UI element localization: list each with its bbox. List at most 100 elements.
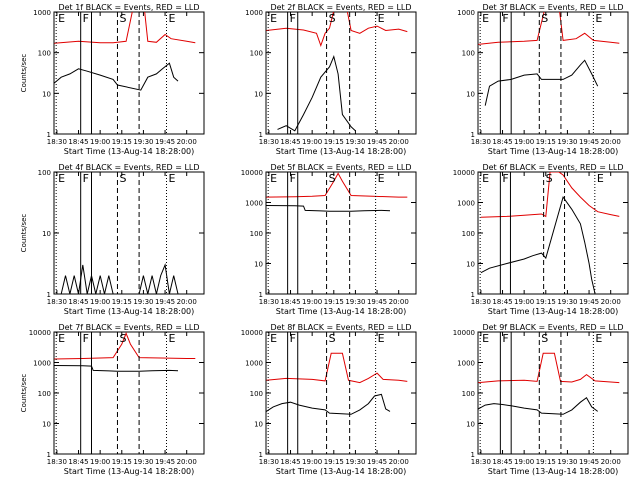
x-tick-label: 19:30 <box>345 458 365 466</box>
x-tick-label: 19:00 <box>90 138 110 146</box>
panel-title: Det 2f BLACK = Events, RED = LLD <box>270 3 411 12</box>
x-tick-label: 19:45 <box>579 138 599 146</box>
x-tick-label: 18:30 <box>259 138 279 146</box>
y-tick-label: 1000 <box>33 9 51 17</box>
panel-title: Det 1f BLACK = Events, RED = LLD <box>58 3 199 12</box>
x-tick-label: 19:15 <box>324 298 344 306</box>
y-tick-label: 100 <box>250 390 263 398</box>
time-marker-label: E <box>270 12 277 25</box>
y-tick-label: 10000 <box>453 169 475 177</box>
y-tick-label: 1000 <box>245 360 263 368</box>
series-group <box>266 12 408 132</box>
x-tick-label: 18:30 <box>471 458 491 466</box>
y-tick-label: 10000 <box>29 329 51 337</box>
series-group <box>54 332 196 372</box>
y-tick-label: 1 <box>47 131 51 139</box>
y-tick-label: 10 <box>42 421 51 429</box>
panel-title: Det 5f BLACK = Events, RED = LLD <box>270 163 411 172</box>
x-tick-label: 19:00 <box>302 138 322 146</box>
lld-series-line <box>480 172 620 218</box>
x-axis-label: Start Time (13-Aug-14 18:28:00) <box>276 467 407 476</box>
x-tick-label: 19:30 <box>133 298 153 306</box>
lld-series-line <box>54 332 196 360</box>
x-tick-label: 19:00 <box>514 458 534 466</box>
x-tick-label: 18:45 <box>68 138 88 146</box>
events-series-line <box>266 205 391 212</box>
x-axis-label: Start Time (13-Aug-14 18:28:00) <box>64 467 195 476</box>
time-marker-label: S <box>119 12 126 25</box>
series-group <box>266 172 408 212</box>
x-tick-label: 19:30 <box>133 458 153 466</box>
y-tick-label: 1000 <box>33 360 51 368</box>
y-tick-label: 10 <box>254 90 263 98</box>
x-tick-label: 18:45 <box>492 138 512 146</box>
time-marker-label: S <box>541 12 548 25</box>
x-tick-label: 19:00 <box>514 138 534 146</box>
x-tick-label: 19:00 <box>514 298 534 306</box>
time-marker-label: F <box>83 172 89 185</box>
y-tick-label: 1 <box>259 451 263 459</box>
x-axis-label: Start Time (13-Aug-14 18:28:00) <box>276 147 407 156</box>
y-tick-label: 1000 <box>457 360 475 368</box>
time-marker-label: E <box>597 172 604 185</box>
panel-title: Det 9f BLACK = Events, RED = LLD <box>482 323 623 332</box>
time-marker-label: E <box>378 332 385 345</box>
x-tick-label: 19:30 <box>345 138 365 146</box>
panel-title: Det 7f BLACK = Events, RED = LLD <box>58 323 199 332</box>
x-tick-label: 19:15 <box>536 138 556 146</box>
x-axis-label: Start Time (13-Aug-14 18:28:00) <box>488 307 619 316</box>
y-tick-label: 100 <box>38 169 51 177</box>
x-tick-label: 18:30 <box>471 138 491 146</box>
panel-6: Det 6f BLACK = Events, RED = LLD 1 10 100 10… <box>453 163 629 316</box>
series-group <box>480 172 620 294</box>
x-tick-label: 19:00 <box>90 298 110 306</box>
time-marker-label: E <box>595 12 602 25</box>
time-marker-label: S <box>546 172 553 185</box>
x-tick-label: 19:45 <box>155 298 175 306</box>
time-marker-label: S <box>119 332 126 345</box>
x-tick-label: 18:30 <box>259 458 279 466</box>
time-marker-label: F <box>290 172 296 185</box>
y-tick-label: 10000 <box>241 329 263 337</box>
x-tick-label: 19:00 <box>302 458 322 466</box>
panel-2: Det 2f BLACK = Events, RED = LLD 1 10 100 10… <box>245 3 417 156</box>
events-series-line <box>60 263 179 294</box>
x-tick-label: 18:45 <box>280 138 300 146</box>
time-marker-label: E <box>378 12 385 25</box>
series-group <box>266 352 408 415</box>
x-tick-label: 20:00 <box>389 298 409 306</box>
x-tick-label: 20:00 <box>389 138 409 146</box>
panel-3: Det 3f BLACK = Events, RED = LLD 1 10 100 10… <box>457 3 629 156</box>
x-tick-label: 19:30 <box>345 298 365 306</box>
x-axis-label: Start Time (13-Aug-14 18:28:00) <box>64 307 195 316</box>
time-marker-label: E <box>270 332 277 345</box>
x-tick-label: 20:00 <box>177 138 197 146</box>
x-tick-label: 19:45 <box>579 458 599 466</box>
lld-series-line <box>54 12 196 44</box>
y-tick-label: 1 <box>259 131 263 139</box>
time-marker-label: E <box>58 12 65 25</box>
x-axis-label: Start Time (13-Aug-14 18:28:00) <box>488 467 619 476</box>
y-tick-label: 1 <box>471 451 475 459</box>
x-tick-label: 18:30 <box>47 138 67 146</box>
y-tick-label: 1000 <box>245 9 263 17</box>
panel-title: Det 3f BLACK = Events, RED = LLD <box>482 3 623 12</box>
time-marker-label: F <box>290 12 296 25</box>
y-tick-label: 10 <box>466 90 475 98</box>
time-marker-label: F <box>290 332 296 345</box>
events-series-line <box>277 55 356 132</box>
y-tick-label: 1 <box>47 451 51 459</box>
panel-8: Det 8f BLACK = Events, RED = LLD 1 10 100 10… <box>241 323 417 476</box>
time-marker-label: E <box>169 332 176 345</box>
y-tick-label: 10 <box>466 421 475 429</box>
time-marker-label: E <box>482 12 489 25</box>
y-tick-label: 100 <box>462 230 475 238</box>
x-axis-label: Start Time (13-Aug-14 18:28:00) <box>64 147 195 156</box>
events-series-line <box>266 393 391 415</box>
x-tick-label: 20:00 <box>601 458 621 466</box>
y-tick-label: 10 <box>42 230 51 238</box>
time-marker-label: E <box>482 172 489 185</box>
x-tick-label: 19:00 <box>90 458 110 466</box>
y-tick-label: 100 <box>462 390 475 398</box>
